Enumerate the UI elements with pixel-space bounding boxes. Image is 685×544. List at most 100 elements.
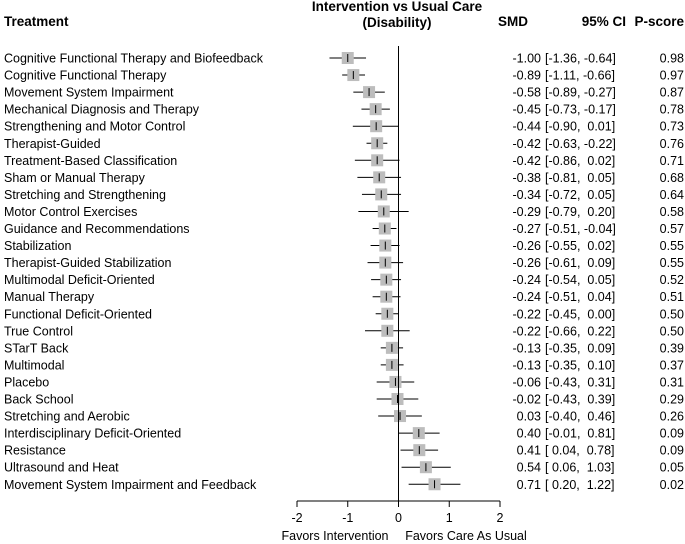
row-label: Cognitive Functional Therapy <box>4 69 167 83</box>
forest-row: Back School -0.02 [-0.43, 0.39] 0.29 <box>4 393 684 407</box>
row-label: Cognitive Functional Therapy and Biofeed… <box>4 52 264 66</box>
ci-value: [-0.40, 0.46] <box>545 410 615 424</box>
ci-value: [-1.36, -0.64] <box>545 52 616 66</box>
ci-value: [-0.51, -0.04] <box>545 222 616 236</box>
pscore-value: 0.26 <box>660 410 684 424</box>
smd-value: -0.45 <box>513 103 542 117</box>
ci-value: [ 0.04, 0.78] <box>545 444 615 458</box>
ci-value: [-0.01, 0.81] <box>545 427 615 441</box>
forest-row: Treatment-Based Classification -0.42 [-0.8… <box>4 154 684 168</box>
smd-value: -0.26 <box>513 256 542 270</box>
pscore-value: 0.76 <box>660 137 684 151</box>
smd-value: -0.38 <box>513 171 542 185</box>
chart-subtitle: (Disability) <box>362 15 431 30</box>
forest-row: Manual Therapy -0.24 [-0.51, 0.04] 0.51 <box>4 290 684 304</box>
row-label: Placebo <box>4 375 49 389</box>
forest-row: Cognitive Functional Therapy and Biofeed… <box>4 52 684 66</box>
forest-row: Movement System Impairment -0.58 [-0.89, -… <box>4 86 684 100</box>
x-label-left: Favors Intervention <box>282 529 389 543</box>
smd-value: -0.34 <box>513 188 542 202</box>
smd-value: -0.24 <box>513 290 542 304</box>
row-label: Multimodal <box>4 358 64 372</box>
forest-row: Cognitive Functional Therapy -0.89 [-1.11,… <box>4 69 684 83</box>
pscore-value: 0.55 <box>660 256 684 270</box>
pscore-value: 0.37 <box>660 358 684 372</box>
pscore-value: 0.64 <box>660 188 684 202</box>
ci-value: [-0.61, 0.09] <box>545 256 615 270</box>
row-label: Ultrasound and Heat <box>4 461 119 475</box>
row-label: Treatment-Based Classification <box>4 154 177 168</box>
ci-value: [-0.66, 0.22] <box>545 324 615 338</box>
row-label: Back School <box>4 393 73 407</box>
forest-row: Placebo -0.06 [-0.43, 0.31] 0.31 <box>4 375 684 389</box>
forest-row: Strengthening and Motor Control -0.44 [-0.… <box>4 120 684 134</box>
x-tick-label: -1 <box>342 511 353 525</box>
smd-value: 0.03 <box>517 410 541 424</box>
smd-header: SMD <box>498 14 528 29</box>
ci-value: [-1.11, -0.66] <box>545 69 615 83</box>
smd-value: 0.40 <box>517 427 541 441</box>
ci-value: [-0.81, 0.05] <box>545 171 615 185</box>
pscore-value: 0.05 <box>660 461 684 475</box>
row-label: Resistance <box>4 444 66 458</box>
pscore-value: 0.97 <box>660 69 684 83</box>
forest-row: Multimodal Deficit-Oriented -0.24 [-0.54, … <box>4 273 684 287</box>
row-label: Guidance and Recommendations <box>4 222 190 236</box>
forest-row: Sham or Manual Therapy -0.38 [-0.81, 0.05]… <box>4 171 684 185</box>
pscore-value: 0.02 <box>660 478 684 492</box>
smd-value: -0.42 <box>513 154 542 168</box>
ci-value: [-0.86, 0.02] <box>545 154 615 168</box>
pscore-value: 0.71 <box>660 154 684 168</box>
smd-value: -0.29 <box>513 205 542 219</box>
x-tick-label: 1 <box>446 511 453 525</box>
pscore-value: 0.73 <box>660 120 684 134</box>
pscore-value: 0.98 <box>660 52 684 66</box>
forest-row: Movement System Impairment and Feedback 0… <box>4 478 684 492</box>
smd-value: -0.89 <box>513 69 542 83</box>
x-label-right: Favors Care As Usual <box>405 529 527 543</box>
pscore-header: P-score <box>634 14 684 29</box>
forest-row: Stabilization -0.26 [-0.55, 0.02] 0.55 <box>4 239 684 253</box>
forest-row: Resistance 0.41 [ 0.04, 0.78] 0.09 <box>4 444 684 458</box>
row-label: Stretching and Aerobic <box>4 410 130 424</box>
treatment-header: Treatment <box>4 14 69 29</box>
x-tick-label: 0 <box>395 511 402 525</box>
chart-title: Intervention vs Usual Care <box>312 0 483 14</box>
x-tick-label: 2 <box>497 511 504 525</box>
forest-row: Therapist-Guided Stabilization -0.26 [-0.6… <box>4 256 684 270</box>
forest-row: Guidance and Recommendations -0.27 [-0.51,… <box>4 222 684 236</box>
pscore-value: 0.09 <box>660 427 684 441</box>
ci-value: [-0.63, -0.22] <box>545 137 616 151</box>
smd-value: 0.41 <box>517 444 541 458</box>
pscore-value: 0.55 <box>660 239 684 253</box>
pscore-value: 0.78 <box>660 103 684 117</box>
row-label: Motor Control Exercises <box>4 205 137 219</box>
forest-row: Interdisciplinary Deficit-Oriented 0.40 [-… <box>4 427 684 441</box>
x-tick-label: -2 <box>291 511 302 525</box>
smd-value: -0.02 <box>513 393 542 407</box>
pscore-value: 0.09 <box>660 444 684 458</box>
forest-row: Therapist-Guided -0.42 [-0.63, -0.22] 0.76 <box>4 137 684 151</box>
smd-value: -0.42 <box>513 137 542 151</box>
forest-row: Functional Deficit-Oriented -0.22 [-0.45, … <box>4 307 684 321</box>
ci-value: [ 0.06, 1.03] <box>545 461 615 475</box>
pscore-value: 0.57 <box>660 222 684 236</box>
ci-header: 95% CI <box>582 14 626 29</box>
smd-value: -0.13 <box>513 341 542 355</box>
smd-value: -0.22 <box>513 324 542 338</box>
forest-row: True Control -0.22 [-0.66, 0.22] 0.50 <box>4 324 684 338</box>
row-label: Multimodal Deficit-Oriented <box>4 273 155 287</box>
row-label: Therapist-Guided <box>4 137 101 151</box>
row-label: Sham or Manual Therapy <box>4 171 146 185</box>
pscore-value: 0.29 <box>660 393 684 407</box>
smd-value: -0.44 <box>513 120 542 134</box>
smd-value: -0.26 <box>513 239 542 253</box>
ci-value: [-0.35, 0.10] <box>545 358 615 372</box>
ci-value: [-0.54, 0.05] <box>545 273 615 287</box>
ci-value: [-0.90, 0.01] <box>545 120 615 134</box>
forest-row: STarT Back -0.13 [-0.35, 0.09] 0.39 <box>4 341 684 355</box>
smd-value: -0.13 <box>513 358 542 372</box>
row-label: Movement System Impairment <box>4 86 174 100</box>
pscore-value: 0.58 <box>660 205 684 219</box>
ci-value: [-0.51, 0.04] <box>545 290 615 304</box>
